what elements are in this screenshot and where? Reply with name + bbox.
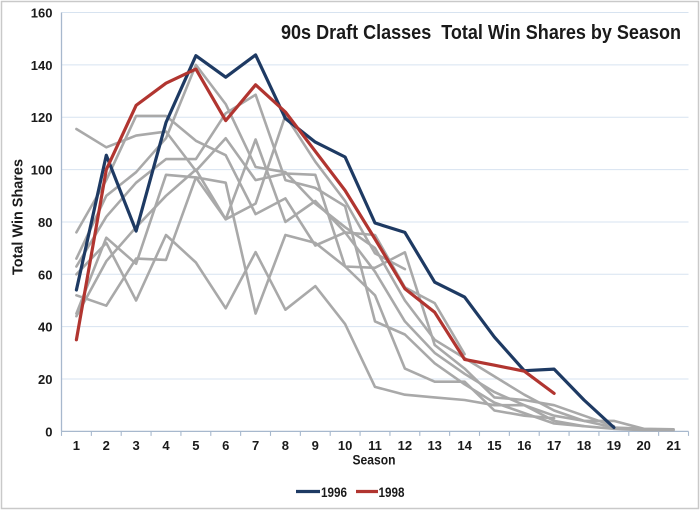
svg-text:160: 160 — [31, 6, 53, 21]
svg-text:100: 100 — [31, 163, 53, 178]
svg-text:0: 0 — [45, 424, 52, 439]
svg-text:1: 1 — [73, 438, 80, 453]
svg-text:17: 17 — [547, 438, 561, 453]
svg-text:18: 18 — [577, 438, 591, 453]
svg-text:40: 40 — [38, 320, 52, 335]
svg-text:Season: Season — [353, 453, 396, 468]
svg-text:20: 20 — [636, 438, 650, 453]
svg-text:11: 11 — [368, 438, 382, 453]
svg-text:13: 13 — [427, 438, 441, 453]
svg-text:90s Draft Classes Total Win S: 90s Draft Classes Total Win Shares by Se… — [281, 22, 681, 44]
svg-text:5: 5 — [192, 438, 199, 453]
svg-text:14: 14 — [457, 438, 472, 453]
svg-text:140: 140 — [31, 58, 53, 73]
svg-text:4: 4 — [162, 438, 170, 453]
svg-text:80: 80 — [38, 215, 52, 230]
svg-text:12: 12 — [398, 438, 412, 453]
svg-text:7: 7 — [252, 438, 259, 453]
svg-text:3: 3 — [132, 438, 139, 453]
svg-text:20: 20 — [38, 372, 52, 387]
svg-text:19: 19 — [607, 438, 621, 453]
svg-text:15: 15 — [487, 438, 501, 453]
svg-text:16: 16 — [517, 438, 531, 453]
svg-text:1996: 1996 — [321, 485, 347, 500]
svg-text:60: 60 — [38, 267, 52, 282]
svg-text:Total Win Shares: Total Win Shares — [11, 159, 27, 275]
svg-text:2: 2 — [103, 438, 110, 453]
svg-text:10: 10 — [338, 438, 352, 453]
svg-text:21: 21 — [666, 438, 680, 453]
svg-text:120: 120 — [31, 110, 53, 125]
svg-text:1998: 1998 — [379, 485, 405, 500]
svg-text:8: 8 — [282, 438, 289, 453]
svg-text:9: 9 — [312, 438, 319, 453]
svg-text:6: 6 — [222, 438, 229, 453]
